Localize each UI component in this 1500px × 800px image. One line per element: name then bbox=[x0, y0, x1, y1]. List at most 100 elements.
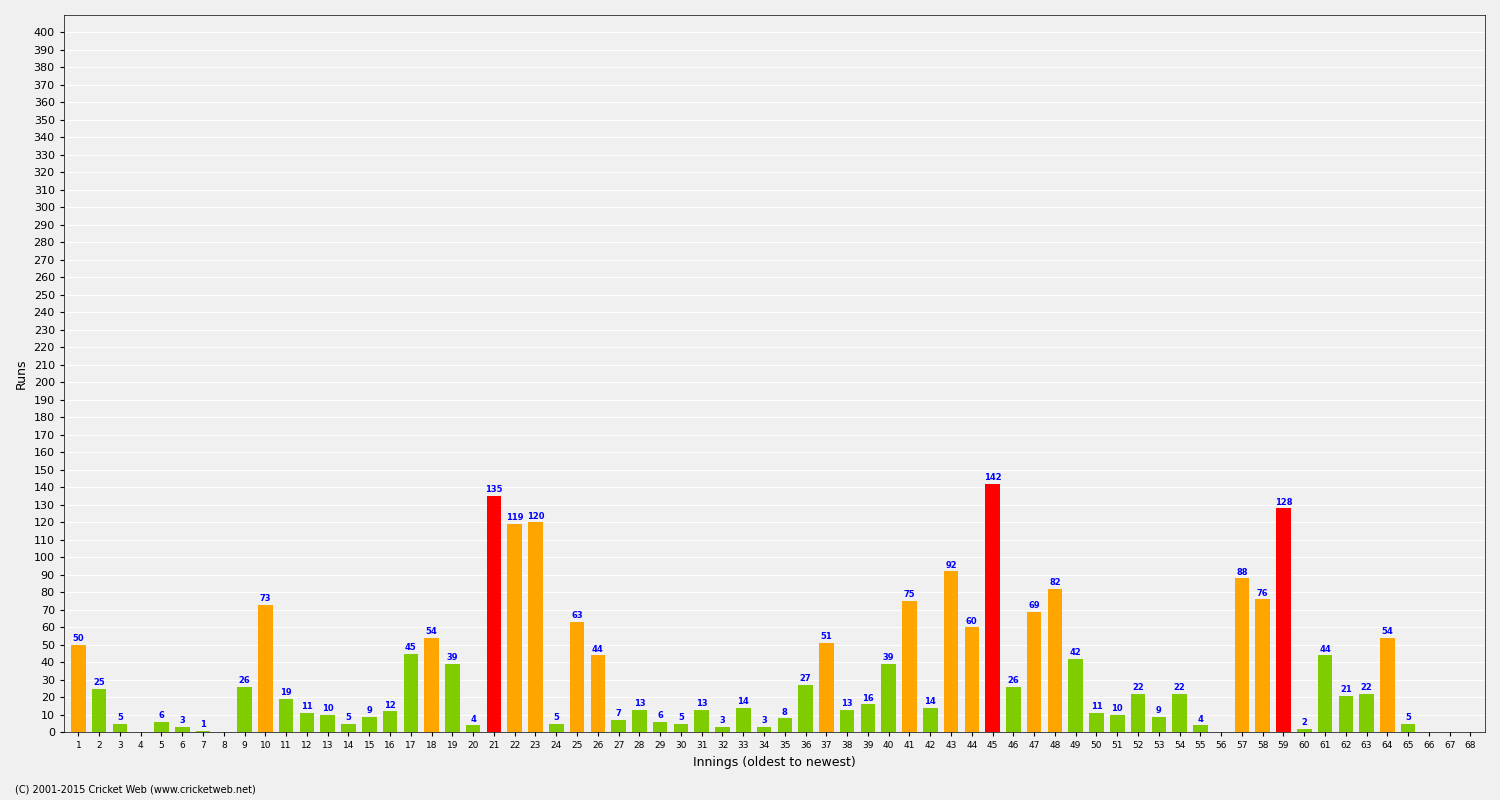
Bar bbox=[258, 605, 273, 733]
Bar bbox=[777, 718, 792, 733]
Bar bbox=[176, 727, 189, 733]
Bar bbox=[237, 687, 252, 733]
Text: 128: 128 bbox=[1275, 498, 1292, 506]
Text: 39: 39 bbox=[884, 654, 894, 662]
Bar bbox=[758, 727, 771, 733]
Bar bbox=[1028, 612, 1041, 733]
Text: 11: 11 bbox=[1090, 702, 1102, 711]
Text: 44: 44 bbox=[592, 645, 603, 654]
Bar bbox=[1298, 729, 1311, 733]
Text: 5: 5 bbox=[345, 713, 351, 722]
Text: 88: 88 bbox=[1236, 568, 1248, 577]
Bar bbox=[549, 724, 564, 733]
Bar bbox=[1131, 694, 1146, 733]
Bar bbox=[1192, 726, 1208, 733]
Text: 22: 22 bbox=[1132, 683, 1144, 692]
Bar bbox=[424, 638, 439, 733]
Text: 75: 75 bbox=[903, 590, 915, 599]
Bar bbox=[882, 664, 896, 733]
Bar bbox=[986, 484, 1000, 733]
Bar bbox=[716, 727, 729, 733]
Bar bbox=[279, 699, 294, 733]
Bar bbox=[798, 685, 813, 733]
Bar bbox=[1317, 655, 1332, 733]
Bar bbox=[1173, 694, 1186, 733]
Bar bbox=[528, 522, 543, 733]
Bar bbox=[300, 713, 313, 733]
Bar bbox=[362, 717, 376, 733]
Bar bbox=[1047, 589, 1062, 733]
Bar bbox=[694, 710, 709, 733]
Text: 22: 22 bbox=[1173, 683, 1185, 692]
Bar bbox=[1089, 713, 1104, 733]
Text: 82: 82 bbox=[1048, 578, 1060, 587]
Bar bbox=[154, 722, 170, 733]
Bar bbox=[652, 722, 668, 733]
Text: 6: 6 bbox=[159, 711, 165, 720]
Bar bbox=[196, 730, 210, 733]
Text: 142: 142 bbox=[984, 473, 1002, 482]
Text: 120: 120 bbox=[526, 512, 544, 521]
Text: 5: 5 bbox=[678, 713, 684, 722]
Bar bbox=[382, 711, 398, 733]
Text: 119: 119 bbox=[506, 514, 524, 522]
Bar bbox=[112, 724, 128, 733]
Text: 10: 10 bbox=[1112, 704, 1124, 713]
Bar bbox=[902, 601, 916, 733]
Bar bbox=[507, 524, 522, 733]
Text: 14: 14 bbox=[924, 697, 936, 706]
Text: 69: 69 bbox=[1029, 601, 1039, 610]
Bar bbox=[1068, 659, 1083, 733]
Text: 92: 92 bbox=[945, 561, 957, 570]
Text: 12: 12 bbox=[384, 701, 396, 710]
Bar bbox=[404, 654, 418, 733]
Bar bbox=[736, 708, 750, 733]
Text: 5: 5 bbox=[1406, 713, 1411, 722]
Bar bbox=[1338, 696, 1353, 733]
Text: 4: 4 bbox=[1197, 714, 1203, 724]
Bar bbox=[861, 705, 874, 733]
Text: 1: 1 bbox=[200, 720, 206, 729]
Bar bbox=[340, 724, 356, 733]
Bar bbox=[486, 496, 501, 733]
Text: 6: 6 bbox=[657, 711, 663, 720]
Bar bbox=[1359, 694, 1374, 733]
Text: 13: 13 bbox=[696, 699, 708, 708]
Bar bbox=[819, 643, 834, 733]
Text: 135: 135 bbox=[484, 486, 502, 494]
Text: 5: 5 bbox=[554, 713, 560, 722]
Bar bbox=[70, 645, 86, 733]
Text: 13: 13 bbox=[842, 699, 854, 708]
Text: 25: 25 bbox=[93, 678, 105, 687]
Text: 51: 51 bbox=[821, 633, 833, 642]
Text: 54: 54 bbox=[426, 627, 438, 636]
Text: 26: 26 bbox=[1008, 676, 1019, 685]
Bar bbox=[1401, 724, 1416, 733]
Text: 27: 27 bbox=[800, 674, 812, 683]
Text: 14: 14 bbox=[738, 697, 748, 706]
Bar bbox=[570, 622, 585, 733]
Bar bbox=[1256, 599, 1270, 733]
Bar bbox=[632, 710, 646, 733]
Bar bbox=[612, 720, 626, 733]
Text: 63: 63 bbox=[572, 611, 584, 621]
Bar bbox=[92, 689, 106, 733]
Text: 9: 9 bbox=[1156, 706, 1161, 715]
X-axis label: Innings (oldest to newest): Innings (oldest to newest) bbox=[693, 756, 856, 769]
Bar bbox=[1234, 578, 1250, 733]
Bar bbox=[840, 710, 855, 733]
Bar bbox=[591, 655, 604, 733]
Bar bbox=[1110, 715, 1125, 733]
Bar bbox=[964, 627, 980, 733]
Y-axis label: Runs: Runs bbox=[15, 358, 28, 389]
Bar bbox=[1007, 687, 1020, 733]
Text: 54: 54 bbox=[1382, 627, 1394, 636]
Text: 5: 5 bbox=[117, 713, 123, 722]
Text: 26: 26 bbox=[238, 676, 250, 685]
Text: 19: 19 bbox=[280, 689, 292, 698]
Text: 44: 44 bbox=[1318, 645, 1330, 654]
Text: 22: 22 bbox=[1360, 683, 1372, 692]
Text: 11: 11 bbox=[302, 702, 313, 711]
Bar bbox=[446, 664, 459, 733]
Text: 45: 45 bbox=[405, 643, 417, 652]
